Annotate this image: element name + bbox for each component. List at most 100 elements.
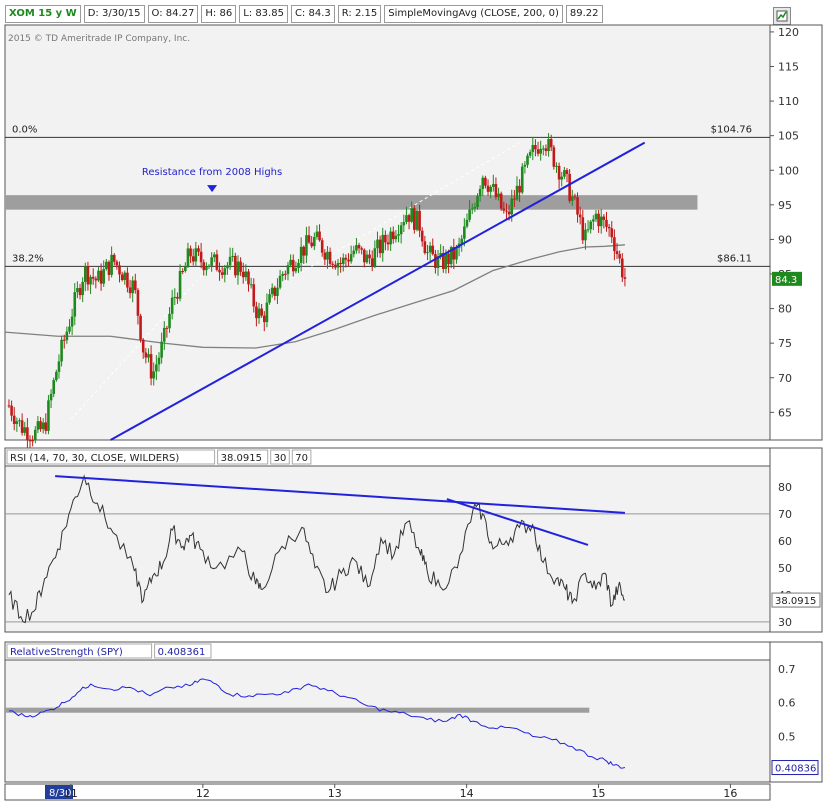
guide-line xyxy=(70,273,204,420)
symbol-label[interactable]: XOM 15 y W xyxy=(5,5,81,23)
candle-body xyxy=(355,245,358,251)
candle-body xyxy=(502,208,506,211)
candle-body xyxy=(141,339,145,353)
candle-body xyxy=(10,405,13,416)
candle-body xyxy=(415,210,419,230)
candle-body xyxy=(236,261,240,276)
rs-ytick-label: 0.7 xyxy=(778,663,796,676)
candle-body xyxy=(605,219,608,227)
candle-body xyxy=(599,216,603,227)
candle-body xyxy=(191,256,195,262)
candle-body xyxy=(613,237,616,252)
candle-body xyxy=(99,270,103,284)
candle-body xyxy=(184,266,187,272)
candle-body xyxy=(78,288,82,296)
candle-body xyxy=(463,226,466,239)
candle-body xyxy=(349,254,353,262)
candle-body xyxy=(249,284,253,286)
rsi-value-box xyxy=(217,449,269,465)
candle-body xyxy=(394,235,398,240)
candle-body xyxy=(234,255,237,276)
price-ytick-label: 90 xyxy=(778,233,792,246)
candle-body xyxy=(441,253,445,269)
rsi-panel xyxy=(4,447,771,633)
candle-body xyxy=(568,173,571,201)
candle-body xyxy=(228,256,232,266)
candle-body xyxy=(12,415,16,424)
candle-body xyxy=(373,248,377,267)
candle-body xyxy=(205,267,208,271)
candle-body xyxy=(176,296,179,299)
candle-body xyxy=(70,316,74,327)
candle-body xyxy=(302,246,306,256)
candle-body xyxy=(526,155,529,165)
candle-body xyxy=(297,262,300,268)
candle-body xyxy=(307,235,311,243)
price-ytick-label: 95 xyxy=(778,199,792,212)
candle-body xyxy=(468,209,471,220)
candle-body xyxy=(44,422,48,431)
candle-body xyxy=(542,148,545,150)
x-tick-label: 14 xyxy=(460,787,474,800)
candle-body xyxy=(476,196,479,208)
candle-body xyxy=(549,139,553,148)
candle-body xyxy=(413,208,416,230)
rsi-ytick-label: 50 xyxy=(778,562,792,575)
resistance-band xyxy=(5,195,698,210)
candle-body xyxy=(110,254,113,275)
candle-body xyxy=(357,245,361,249)
candle-body xyxy=(536,149,540,154)
candle-body xyxy=(555,165,558,167)
candle-body xyxy=(328,251,332,264)
candle-body xyxy=(273,287,277,296)
close-label: C: 84.3 xyxy=(290,5,335,23)
guide-line xyxy=(275,142,520,289)
candle-body xyxy=(426,252,429,254)
rs-line xyxy=(8,678,626,769)
chart-settings-icon xyxy=(776,10,788,22)
x-tick-label: 15 xyxy=(592,787,606,800)
candle-body xyxy=(65,331,69,341)
candle-body xyxy=(368,254,371,259)
candle-body xyxy=(431,245,435,255)
candle-body xyxy=(402,222,406,226)
candle-body xyxy=(563,170,566,177)
candle-body xyxy=(455,248,458,260)
rsi-last-tag xyxy=(771,592,821,608)
candle-body xyxy=(318,231,321,241)
candle-body xyxy=(520,166,524,193)
candle-body xyxy=(465,219,469,227)
candle-body xyxy=(194,248,198,262)
copyright-text: 2015 © TD Ameritrade IP Company, Inc. xyxy=(8,34,190,44)
candle-body xyxy=(160,341,163,358)
rs-name: RelativeStrength (SPY) xyxy=(10,647,123,658)
candle-body xyxy=(491,184,495,187)
candle-body xyxy=(247,271,250,285)
candle-body xyxy=(202,262,206,271)
price-ytick-label: 65 xyxy=(778,406,792,419)
rs-ytick-label: 0.6 xyxy=(778,697,796,710)
candle-body xyxy=(178,271,182,299)
rsi-level-high-box xyxy=(291,449,312,465)
candle-body xyxy=(576,197,579,215)
candle-body xyxy=(323,252,327,260)
candle-body xyxy=(557,165,561,180)
candle-body xyxy=(534,145,537,150)
candle-body xyxy=(610,228,614,238)
price-ytick-label: 105 xyxy=(778,130,799,143)
rsi-ytick-label: 60 xyxy=(778,535,792,548)
sma-line xyxy=(4,244,625,349)
candle-body xyxy=(278,275,282,288)
candle-body xyxy=(23,427,27,433)
candle-body xyxy=(223,268,227,275)
candle-body xyxy=(152,371,156,379)
candle-body xyxy=(352,250,356,255)
candle-body xyxy=(260,308,263,316)
rs-panel-axis xyxy=(769,641,823,783)
candle-body xyxy=(481,177,485,189)
candle-body xyxy=(391,231,395,240)
chart-settings-button[interactable] xyxy=(773,7,791,25)
candle-body xyxy=(86,266,90,285)
rsi-title-bar xyxy=(4,447,771,467)
candle-body xyxy=(544,148,548,152)
